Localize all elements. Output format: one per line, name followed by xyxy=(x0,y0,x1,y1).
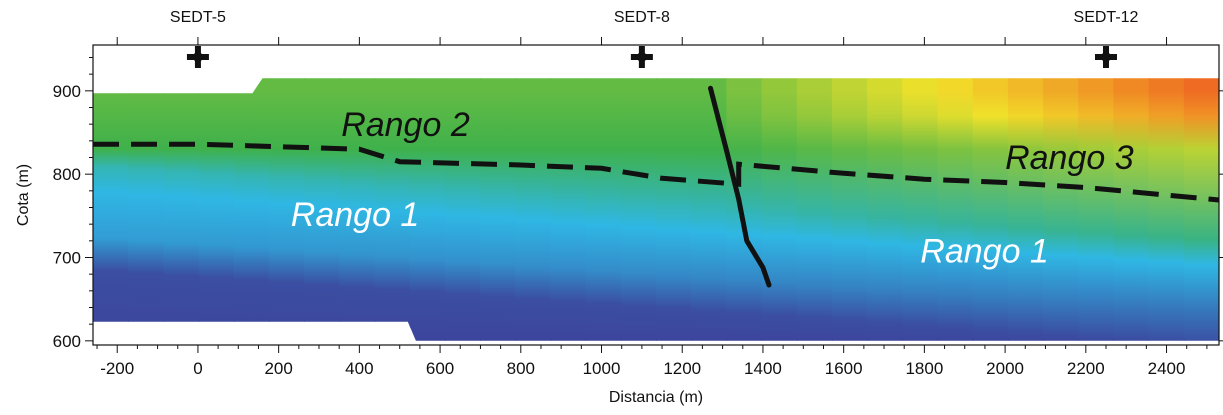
axes: -200 0 200 400 600 800 1000 1200 1400 1600 1800 200… xyxy=(53,9,1223,378)
geologic-overlays: Rango 2 Rango 3 Rango 1 Rango 1 xyxy=(93,85,1220,288)
x-axis-title: Distancia (m) xyxy=(609,389,703,406)
x-tick-label: 0 xyxy=(193,359,202,378)
y-tick-label: 700 xyxy=(53,249,81,268)
field-column xyxy=(128,78,165,341)
field-column xyxy=(656,78,692,341)
well-marker-icon xyxy=(1094,46,1117,68)
region-label: Rango 3 xyxy=(1005,139,1134,177)
plot-frame xyxy=(92,44,1220,346)
field-column xyxy=(585,78,622,341)
x-tick-label: 2200 xyxy=(1067,359,1105,378)
well-marker-icon xyxy=(186,46,209,68)
well-label: SEDT-12 xyxy=(1074,9,1139,26)
x-tick-label: 1800 xyxy=(905,359,943,378)
well-label: SEDT-5 xyxy=(170,9,226,26)
field-column xyxy=(268,78,305,341)
x-tick-label: 200 xyxy=(264,359,292,378)
y-tick-label: 800 xyxy=(53,165,81,184)
x-tick-label: -200 xyxy=(100,359,134,378)
field-column xyxy=(1043,78,1080,341)
field-column xyxy=(620,78,657,341)
field-column xyxy=(761,78,798,341)
x-tick-label: 2400 xyxy=(1148,359,1186,378)
field-column xyxy=(409,78,446,341)
field-column xyxy=(480,78,517,341)
region-label: Rango 2 xyxy=(341,106,470,144)
field-column xyxy=(304,78,341,341)
field-column xyxy=(972,78,1009,341)
field-column xyxy=(726,78,763,341)
x-tick-label: 2000 xyxy=(986,359,1024,378)
field-column xyxy=(550,78,587,341)
x-tick-label: 1600 xyxy=(825,359,863,378)
field-column xyxy=(163,78,200,341)
region-label: Rango 1 xyxy=(291,196,420,234)
field-column xyxy=(902,78,939,341)
y-tick-label: 900 xyxy=(53,82,81,101)
field-column xyxy=(444,78,481,341)
x-tick-label: 1200 xyxy=(663,359,701,378)
field-column xyxy=(1113,78,1150,341)
x-tick-label: 400 xyxy=(345,359,373,378)
range-boundary-dashed xyxy=(93,141,1220,203)
field-column xyxy=(339,78,376,341)
field-column xyxy=(796,78,833,341)
field-column xyxy=(515,78,552,341)
field-column xyxy=(233,78,270,341)
x-tick-label: 1400 xyxy=(744,359,782,378)
well-label: SEDT-8 xyxy=(614,9,670,26)
velocity-field xyxy=(93,78,1219,341)
field-column xyxy=(1078,78,1115,341)
field-column xyxy=(93,78,129,341)
field-column xyxy=(937,78,974,341)
field-column xyxy=(1007,78,1044,341)
region-label: Rango 1 xyxy=(920,233,1049,271)
y-tick-label: 600 xyxy=(53,332,81,351)
fault-line xyxy=(708,85,772,288)
field-column xyxy=(831,78,868,341)
field-column xyxy=(1183,78,1219,341)
field-column xyxy=(374,78,411,341)
field-column xyxy=(1148,78,1185,341)
x-tick-label: 600 xyxy=(426,359,454,378)
well-marker-icon xyxy=(630,46,653,68)
x-tick-label: 800 xyxy=(507,359,535,378)
field-column xyxy=(867,78,904,341)
y-axis-title: Cota (m) xyxy=(15,164,32,226)
field-column xyxy=(198,78,235,341)
x-tick-label: 1000 xyxy=(583,359,621,378)
